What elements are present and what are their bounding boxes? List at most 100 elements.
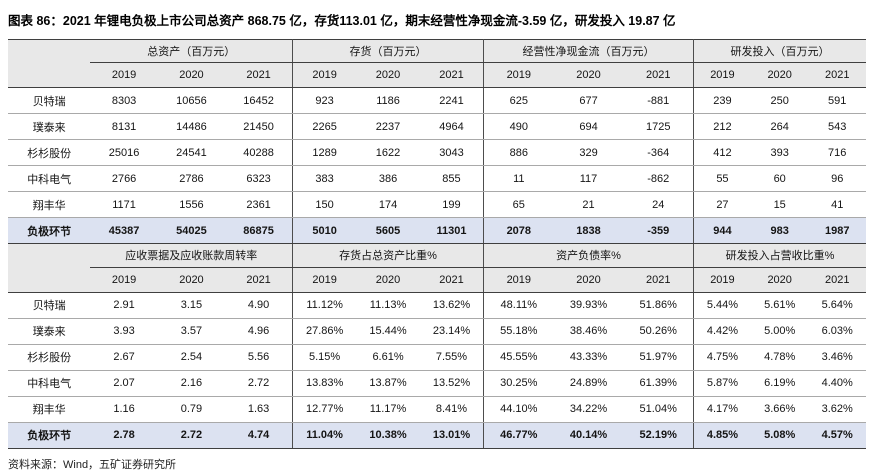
value-cell: 21450 — [225, 113, 293, 140]
year-header: 2020 — [356, 267, 420, 293]
value-cell: 5.87% — [692, 370, 751, 397]
value-cell: 86875 — [225, 217, 293, 244]
value-cell: 11.12% — [292, 292, 357, 319]
year-header: 2021 — [808, 267, 866, 293]
corner-cell — [8, 244, 91, 293]
value-cell: 212 — [692, 113, 751, 140]
value-cell: 1.63 — [225, 396, 293, 423]
value-cell: 4.96 — [225, 318, 293, 345]
value-cell: 3.46% — [808, 344, 866, 371]
value-cell: 199 — [419, 191, 484, 218]
value-cell: 886 — [483, 139, 554, 166]
header-year-row: 2019 2020 2021 2019 2020 2021 2019 2020 2021 2019… — [8, 62, 866, 88]
value-cell: 5605 — [356, 217, 420, 244]
table-row: 负极环节 45387 54025 86875 5010 5605 11301 2078 1838… — [8, 217, 866, 244]
company-name-cell: 杉杉股份 — [8, 139, 91, 166]
column-group-header: 总资产（百万元） — [90, 39, 293, 63]
value-cell: 150 — [292, 191, 357, 218]
value-cell: 3.62% — [808, 396, 866, 423]
year-header: 2021 — [623, 62, 694, 88]
table-row: 负极环节 2.78 2.72 4.74 11.04% 10.38% 13.01% 46.77%… — [8, 421, 866, 449]
value-cell: 38.46% — [553, 318, 624, 345]
column-group-header: 研发投入（百万元） — [692, 39, 866, 63]
company-name-cell: 翔丰华 — [8, 191, 91, 218]
year-header: 2021 — [623, 267, 694, 293]
value-cell: 13.01% — [419, 421, 484, 449]
value-cell: 2766 — [90, 165, 158, 192]
column-group-header: 存货占总资产比重% — [292, 244, 484, 268]
value-cell: 96 — [808, 165, 866, 192]
value-cell: 4.78% — [750, 344, 809, 371]
value-cell: 11.04% — [292, 421, 357, 449]
value-cell: 40288 — [225, 139, 293, 166]
company-name-cell: 璞泰来 — [8, 113, 91, 140]
year-header: 2020 — [750, 62, 809, 88]
year-header: 2020 — [157, 267, 226, 293]
value-cell: 2.07 — [90, 370, 158, 397]
value-cell: 27 — [692, 191, 751, 218]
value-cell: 3.15 — [157, 292, 226, 319]
company-name-cell: 贝特瑞 — [8, 87, 91, 114]
value-cell: 43.33% — [553, 344, 624, 371]
company-name-cell: 璞泰来 — [8, 318, 91, 345]
year-header: 2020 — [553, 267, 624, 293]
value-cell: 5.00% — [750, 318, 809, 345]
value-cell: 543 — [808, 113, 866, 140]
value-cell: -881 — [623, 87, 694, 114]
value-cell: 386 — [356, 165, 420, 192]
value-cell: 25016 — [90, 139, 158, 166]
value-cell: 1556 — [157, 191, 226, 218]
table-row: 杉杉股份 25016 24541 40288 1289 1622 3043 886 329 -36… — [8, 139, 866, 166]
value-cell: 24 — [623, 191, 694, 218]
value-cell: 2078 — [483, 217, 554, 244]
value-cell: 6.03% — [808, 318, 866, 345]
value-cell: 5.64% — [808, 292, 866, 319]
financial-table-absolute-values: 总资产（百万元） 存货（百万元） 经营性净现金流（百万元） 研发投入（百万元） 2019… — [8, 39, 866, 244]
value-cell: 11301 — [419, 217, 484, 244]
value-cell: 11.13% — [356, 292, 420, 319]
value-cell: 12.77% — [292, 396, 357, 423]
value-cell: 2265 — [292, 113, 357, 140]
value-cell: 3.93 — [90, 318, 158, 345]
value-cell: 4.85% — [692, 421, 751, 449]
year-header: 2021 — [225, 62, 293, 88]
value-cell: 4.90 — [225, 292, 293, 319]
value-cell: 3.57 — [157, 318, 226, 345]
year-header: 2020 — [553, 62, 624, 88]
company-name-cell: 翔丰华 — [8, 396, 91, 423]
total-row-label: 负极环节 — [8, 217, 91, 244]
value-cell: 1289 — [292, 139, 357, 166]
value-cell: 8303 — [90, 87, 158, 114]
value-cell: 4.57% — [808, 421, 866, 449]
value-cell: 1987 — [808, 217, 866, 244]
table-row: 中科电气 2.07 2.16 2.72 13.83% 13.87% 13.52% 30.25%… — [8, 370, 866, 397]
value-cell: 30.25% — [483, 370, 554, 397]
value-cell: 13.83% — [292, 370, 357, 397]
value-cell: 24541 — [157, 139, 226, 166]
value-cell: 65 — [483, 191, 554, 218]
value-cell: 27.86% — [292, 318, 357, 345]
value-cell: 2361 — [225, 191, 293, 218]
value-cell: 11 — [483, 165, 554, 192]
year-header: 2020 — [356, 62, 420, 88]
year-header: 2021 — [419, 267, 484, 293]
value-cell: 2.91 — [90, 292, 158, 319]
value-cell: 625 — [483, 87, 554, 114]
company-name-cell: 贝特瑞 — [8, 292, 91, 319]
table-row: 贝特瑞 2.91 3.15 4.90 11.12% 11.13% 13.62% 48.11% 3… — [8, 292, 866, 319]
financial-table-ratios: 应收票据及应收账款周转率 存货占总资产比重% 资产负债率% 研发投入占营收比重% 201… — [8, 244, 866, 449]
value-cell: 10656 — [157, 87, 226, 114]
table-row: 璞泰来 3.93 3.57 4.96 27.86% 15.44% 23.14% 55.18% 3… — [8, 318, 866, 345]
value-cell: -862 — [623, 165, 694, 192]
value-cell: 944 — [692, 217, 751, 244]
value-cell: 55.18% — [483, 318, 554, 345]
value-cell: 591 — [808, 87, 866, 114]
corner-cell — [8, 39, 91, 88]
value-cell: 0.79 — [157, 396, 226, 423]
value-cell: 2.67 — [90, 344, 158, 371]
value-cell: 1186 — [356, 87, 420, 114]
value-cell: 34.22% — [553, 396, 624, 423]
value-cell: 1725 — [623, 113, 694, 140]
value-cell: 250 — [750, 87, 809, 114]
